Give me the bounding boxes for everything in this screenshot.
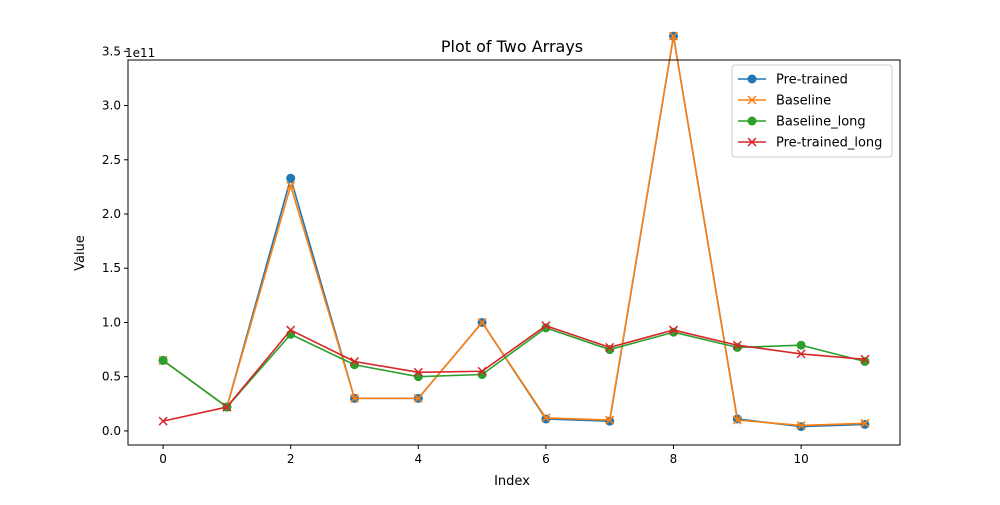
series-2-point-stroke-b — [286, 181, 296, 191]
series-2-point-stroke-b — [860, 418, 870, 428]
series-4-point — [605, 342, 615, 352]
series-1-point — [605, 416, 615, 426]
y-offset-label: 1e11 — [125, 46, 155, 60]
series-1-point — [286, 173, 296, 183]
legend-label-4: Pre-trained_long — [776, 136, 882, 151]
series-2-point — [732, 415, 742, 425]
legend-marker-1 — [747, 74, 757, 84]
series-4-point-stroke-b — [541, 321, 551, 331]
x-tick-label: 8 — [670, 452, 678, 466]
legend-marker-3 — [747, 116, 757, 126]
series-3-point — [796, 340, 806, 350]
series-2-point — [605, 415, 615, 425]
series-4-point-stroke-b — [732, 340, 742, 350]
series-2-point — [477, 317, 487, 327]
series-4-point — [732, 340, 742, 350]
legend-label-3: Baseline_long — [776, 115, 866, 130]
series-2-point — [413, 393, 423, 403]
series-2-point — [541, 413, 551, 423]
legend-marker-2-stroke-b — [747, 95, 757, 105]
x-tick-label: 2 — [287, 452, 295, 466]
series-2-point-stroke-b — [413, 393, 423, 403]
series-4-point-stroke-b — [477, 366, 487, 376]
series-line-3 — [162, 327, 866, 408]
series-4-point-stroke-b — [349, 356, 360, 367]
series-4-point-stroke-b — [796, 349, 806, 359]
legend-box — [731, 64, 893, 158]
series-3-point — [158, 355, 168, 365]
y-tick-label: 1.5 — [102, 261, 121, 275]
series-2-point-stroke-b — [477, 317, 487, 327]
series-4-point-stroke-b — [668, 325, 679, 335]
x-tick-label: 4 — [414, 452, 422, 466]
series-4-point-stroke-b — [413, 367, 423, 377]
y-tick-label: 2.0 — [102, 207, 121, 221]
series-2-point-stroke-b — [668, 31, 679, 41]
series-1-point — [860, 419, 870, 429]
y-axis-label: Value — [73, 235, 88, 271]
series-4-point — [413, 367, 423, 377]
series-2-point — [286, 181, 296, 191]
chart-title: Plot of Two Arrays — [441, 37, 583, 56]
series-2-point-stroke-b — [605, 415, 615, 425]
series-2-point — [796, 420, 806, 431]
series-4-point-stroke-b — [158, 416, 168, 426]
legend-marker-4 — [747, 137, 757, 147]
legend-label-1: Pre-trained — [776, 73, 848, 88]
series-4-point-stroke-b — [222, 402, 232, 412]
x-tick-label: 6 — [542, 452, 550, 466]
x-tick-label: 0 — [159, 452, 167, 466]
plot-area: 0 2 4 6 8 10 0.0 0.5 1.0 1.5 2.0 2.5 3.0 3.5 — [102, 31, 870, 466]
y-tick-label: 0.0 — [102, 424, 121, 438]
series-4-point-stroke-b — [286, 325, 296, 335]
series-4-point — [668, 325, 679, 335]
series-2-point — [668, 31, 679, 41]
y-tick-label: 1.0 — [102, 315, 121, 329]
series-4-point-stroke-b — [605, 342, 615, 352]
series-2-point — [349, 393, 360, 403]
x-tick-label: 10 — [793, 452, 808, 466]
series-4-point — [860, 354, 870, 364]
series-4-point — [349, 356, 360, 367]
series-2-point — [860, 418, 870, 428]
series-line-2 — [162, 35, 865, 427]
series-4-point — [286, 325, 296, 335]
series-2-point-stroke-b — [732, 415, 742, 425]
series-line-4 — [162, 324, 865, 422]
series-2-point-stroke-b — [796, 420, 806, 431]
series-4-point — [158, 416, 168, 426]
series-4-point — [222, 402, 232, 412]
series-4-point-stroke-b — [860, 354, 870, 364]
series-4-point — [541, 321, 551, 331]
x-axis-label: Index — [494, 474, 530, 489]
axes-frame — [127, 59, 901, 446]
series-1-point — [796, 422, 806, 432]
y-tick-label: 3.0 — [102, 99, 121, 113]
series-1-point — [541, 414, 551, 424]
series-3-point — [477, 370, 487, 380]
y-tick-label: 0.5 — [102, 370, 121, 384]
legend-marker-2 — [747, 95, 757, 105]
series-2-point-stroke-b — [541, 413, 551, 423]
legend-label-2: Baseline — [776, 94, 831, 109]
series-4-point — [477, 366, 487, 376]
legend: Pre-trained Baseline Baseline_long Pre-trai… — [731, 64, 893, 158]
legend-marker-4-stroke-b — [747, 137, 757, 147]
y-tick-label: 2.5 — [102, 153, 121, 167]
y-tick-label: 3.5 — [102, 44, 121, 58]
series-4-point — [796, 349, 806, 359]
series-2-point-stroke-b — [349, 393, 360, 403]
series-3-point — [413, 372, 423, 382]
